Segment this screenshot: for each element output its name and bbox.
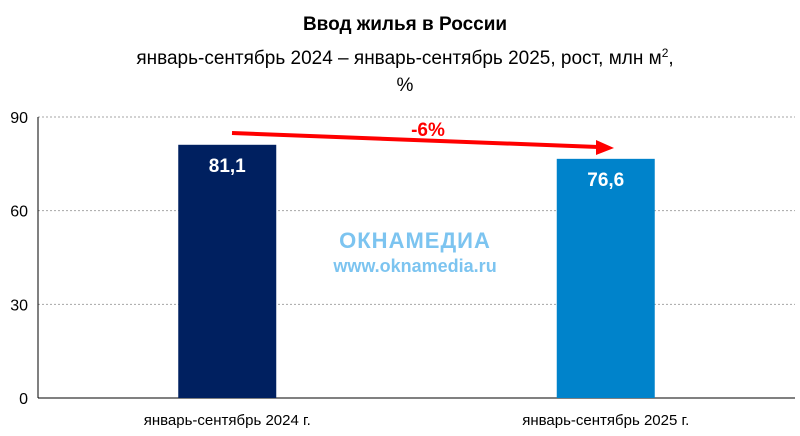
chart-subtitle-unit: % <box>397 75 414 96</box>
y-tick-label: 60 <box>10 204 28 221</box>
change-arrow-head <box>596 140 614 155</box>
bars: 81,1 76,6 <box>178 144 655 398</box>
watermark-logo: ОКНАМЕДИА <box>339 228 491 253</box>
y-tick-label: 0 <box>19 391 28 408</box>
change-arrow-line <box>231 131 599 149</box>
y-axis: 0 30 60 90 <box>10 110 795 408</box>
chart-subtitle: январь-сентябрь 2024 – январь-сентябрь 2… <box>136 46 673 69</box>
watermark: ОКНАМЕДИА www.oknamedia.ru <box>332 228 496 276</box>
change-annotation: -6% <box>231 120 614 155</box>
y-tick-label: 30 <box>10 297 28 314</box>
watermark-url: www.oknamedia.ru <box>332 256 496 276</box>
data-label: 76,6 <box>587 170 624 191</box>
change-label: -6% <box>411 120 445 141</box>
gridlines <box>38 116 795 305</box>
bar <box>556 158 655 398</box>
x-tick-label: январь-сентябрь 2024 г. <box>144 412 311 429</box>
x-tick-label: январь-сентябрь 2025 г. <box>522 412 689 429</box>
chart-title: Ввод жилья в России <box>303 14 507 35</box>
x-axis: январь-сентябрь 2024 г. январь-сентябрь 2… <box>144 412 690 429</box>
bar <box>178 144 277 398</box>
y-tick-label: 90 <box>10 110 28 127</box>
data-label: 81,1 <box>209 156 246 177</box>
